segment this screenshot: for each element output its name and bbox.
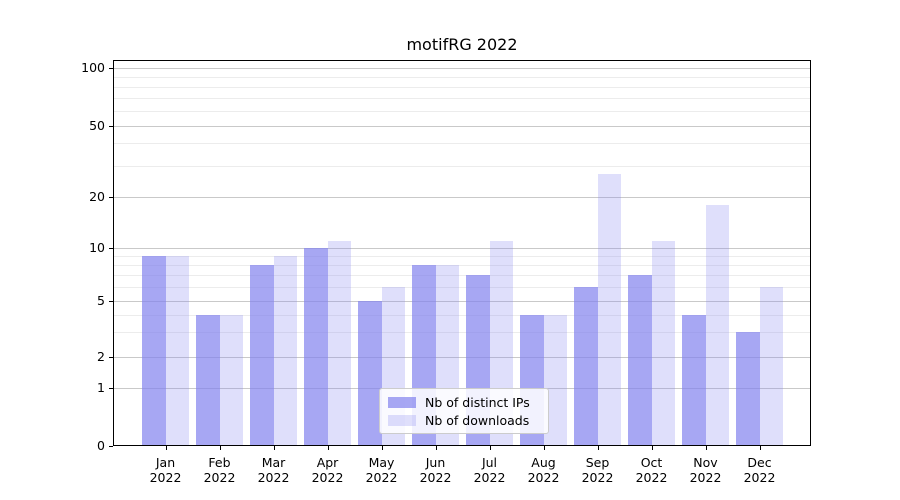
legend-label-distinct-ips: Nb of distinct IPs: [425, 394, 530, 410]
bar-nb-of-distinct-ips-sep-2022: [574, 287, 598, 445]
bar-nb-of-downloads-jan-2022: [165, 256, 189, 445]
x-tick-mark-jan-2022: [165, 446, 167, 450]
x-tick-mark-aug-2022: [543, 446, 545, 450]
y-gridline-minor-30: [114, 165, 810, 167]
y-gridline-major-10: [114, 248, 810, 249]
bar-nb-of-distinct-ips-mar-2022: [250, 265, 274, 445]
bar-nb-of-downloads-oct-2022: [651, 241, 675, 445]
x-tick-mark-mar-2022: [273, 446, 275, 450]
y-tick-label-5: 5: [97, 293, 105, 308]
bar-nb-of-downloads-apr-2022: [327, 241, 351, 445]
x-tick-mark-jul-2022: [489, 446, 491, 450]
y-tick-label-20: 20: [89, 189, 105, 204]
y-gridline-minor-8: [114, 265, 810, 267]
y-tick-mark-2: [109, 357, 113, 358]
x-tick-label-may-2022: May 2022: [365, 455, 398, 485]
y-tick-label-10: 10: [89, 240, 105, 255]
bar-nb-of-distinct-ips-dec-2022: [736, 332, 760, 445]
x-tick-label-apr-2022: Apr 2022: [311, 455, 344, 485]
x-tick-label-jan-2022: Jan 2022: [149, 455, 182, 485]
chart-title: motifRG 2022: [406, 35, 518, 54]
x-tick-mark-sep-2022: [597, 446, 599, 450]
y-gridline-minor-60: [114, 110, 810, 112]
y-gridline-minor-70: [114, 97, 810, 99]
bar-nb-of-downloads-mar-2022: [273, 256, 297, 445]
x-tick-mark-nov-2022: [705, 446, 707, 450]
legend-swatch-distinct-ips: [388, 396, 416, 408]
plot-area: Nb of distinct IPs Nb of downloads: [113, 60, 811, 446]
bar-nb-of-distinct-ips-oct-2022: [628, 275, 652, 445]
bar-nb-of-distinct-ips-jan-2022: [142, 256, 166, 445]
bar-nb-of-distinct-ips-may-2022: [358, 301, 382, 445]
bar-nb-of-downloads-nov-2022: [705, 204, 729, 445]
x-tick-label-dec-2022: Dec 2022: [743, 455, 776, 485]
y-gridline-major-5: [114, 301, 810, 302]
y-tick-label-1: 1: [97, 380, 105, 395]
y-tick-mark-10: [109, 248, 113, 249]
x-tick-label-jun-2022: Jun 2022: [419, 455, 452, 485]
bar-nb-of-distinct-ips-feb-2022: [196, 314, 220, 445]
y-gridline-minor-7: [114, 275, 810, 277]
legend-label-downloads: Nb of downloads: [425, 412, 530, 428]
y-gridline-minor-90: [114, 76, 810, 78]
legend-item-distinct-ips: Nb of distinct IPs: [388, 393, 540, 411]
y-tick-mark-100: [109, 68, 113, 69]
x-tick-mark-may-2022: [381, 446, 383, 450]
bar-nb-of-downloads-feb-2022: [219, 314, 243, 445]
x-tick-label-sep-2022: Sep 2022: [581, 455, 614, 485]
legend-swatch-downloads: [388, 414, 416, 426]
bar-nb-of-downloads-dec-2022: [759, 287, 783, 445]
legend-item-downloads: Nb of downloads: [388, 411, 540, 429]
bar-nb-of-distinct-ips-apr-2022: [304, 248, 328, 445]
y-tick-mark-0: [109, 446, 113, 447]
x-tick-mark-oct-2022: [651, 446, 653, 450]
legend: Nb of distinct IPs Nb of downloads: [379, 388, 549, 434]
y-gridline-minor-9: [114, 256, 810, 258]
y-gridline-minor-4: [114, 314, 810, 316]
x-tick-label-aug-2022: Aug 2022: [527, 455, 560, 485]
y-gridline-major-2: [114, 357, 810, 358]
y-tick-mark-20: [109, 197, 113, 198]
y-gridline-major-50: [114, 126, 810, 127]
y-tick-label-2: 2: [97, 349, 105, 364]
y-tick-mark-1: [109, 388, 113, 389]
bar-nb-of-downloads-sep-2022: [597, 173, 621, 445]
y-gridline-major-20: [114, 197, 810, 198]
y-gridline-minor-80: [114, 86, 810, 88]
y-tick-mark-50: [109, 126, 113, 127]
x-tick-label-feb-2022: Feb 2022: [203, 455, 236, 485]
y-gridline-minor-40: [114, 143, 810, 145]
x-tick-mark-apr-2022: [327, 446, 329, 450]
bar-nb-of-distinct-ips-nov-2022: [682, 314, 706, 445]
y-tick-label-100: 100: [81, 60, 105, 75]
x-tick-mark-feb-2022: [219, 446, 221, 450]
bar-nb-of-downloads-aug-2022: [543, 314, 567, 445]
x-tick-label-nov-2022: Nov 2022: [689, 455, 722, 485]
y-gridline-minor-6: [114, 287, 810, 289]
y-tick-label-0: 0: [97, 438, 105, 453]
x-tick-mark-dec-2022: [759, 446, 761, 450]
y-tick-label-50: 50: [89, 118, 105, 133]
y-gridline-minor-3: [114, 332, 810, 334]
y-gridline-major-100: [114, 68, 810, 69]
y-tick-mark-5: [109, 301, 113, 302]
x-tick-mark-jun-2022: [435, 446, 437, 450]
x-tick-label-mar-2022: Mar 2022: [257, 455, 290, 485]
x-tick-label-jul-2022: Jul 2022: [473, 455, 506, 485]
x-tick-label-oct-2022: Oct 2022: [635, 455, 668, 485]
